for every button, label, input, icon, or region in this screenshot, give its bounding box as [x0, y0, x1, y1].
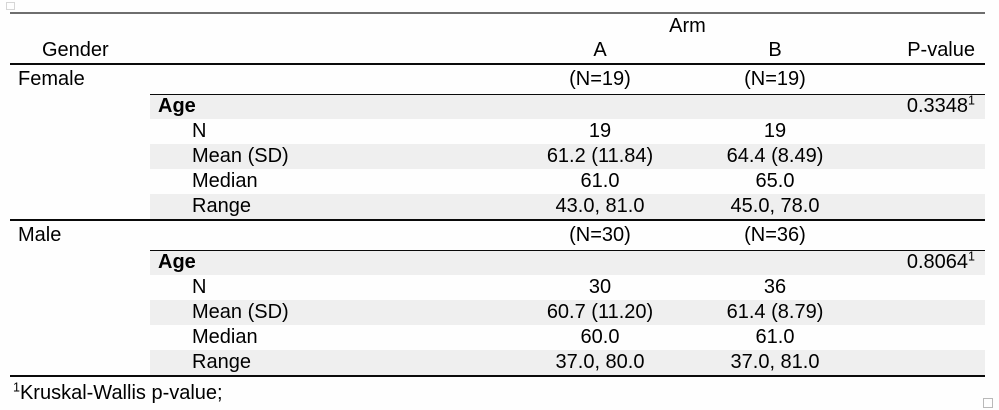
stat-label: Mean (SD) — [192, 301, 289, 323]
arm-spanner-row: Arm — [10, 14, 985, 38]
p-value: 0.80641 — [825, 250, 975, 275]
stat-row-mean-sd: Mean (SD) 61.2 (11.84) 64.4 (8.49) — [10, 144, 985, 169]
stat-label: Range — [192, 195, 251, 217]
arm-a-column-header: A — [593, 39, 607, 61]
group-row-female: Female (N=19) (N=19) — [10, 65, 985, 94]
footnote-marker: 1 — [13, 380, 20, 395]
row-shade — [150, 250, 985, 275]
stat-row-n: N 30 36 — [10, 275, 985, 300]
value-arm-a: 19 — [588, 120, 612, 142]
stat-label: N — [192, 276, 207, 298]
column-header-row: Gender A B P-value — [10, 38, 985, 65]
value-arm-a: 61.2 (11.84) — [546, 145, 654, 167]
group-n-arm-a: (N=30) — [569, 224, 631, 246]
stat-row-range: Range 43.0, 81.0 45.0, 78.0 — [10, 194, 985, 219]
value-arm-b: 19 — [763, 120, 787, 142]
variable-label: Age — [158, 251, 196, 273]
value-arm-a: 60.0 — [580, 326, 620, 348]
stat-label: Mean (SD) — [192, 145, 289, 167]
stat-label: Range — [192, 351, 251, 373]
table-move-handle[interactable] — [6, 2, 15, 10]
group-row-male: Male (N=30) (N=36) — [10, 219, 985, 250]
value-arm-b: 61.4 (8.79) — [726, 301, 824, 323]
value-arm-a: 61.0 — [580, 170, 620, 192]
p-value-column-header: P-value — [907, 39, 975, 61]
stat-row-mean-sd: Mean (SD) 60.7 (11.20) 61.4 (8.79) — [10, 300, 985, 325]
footnote-text: Kruskal-Wallis p-value; — [19, 382, 223, 404]
table-footnote: 1Kruskal-Wallis p-value; — [13, 381, 223, 405]
group-n-arm-b: (N=36) — [744, 224, 806, 246]
variable-label: Age — [158, 95, 196, 117]
stat-label: N — [192, 120, 207, 142]
group-n-arm-a: (N=19) — [569, 68, 631, 90]
value-arm-b: 65.0 — [755, 170, 795, 192]
table-resize-handle[interactable] — [983, 398, 993, 408]
p-value: 0.33481 — [825, 94, 975, 119]
value-arm-b: 45.0, 78.0 — [730, 195, 820, 217]
p-value-number: 0.3348 — [906, 95, 969, 117]
variable-row: Age 0.33481 — [10, 94, 985, 119]
row-shade — [150, 350, 985, 375]
row-shade — [150, 94, 985, 119]
value-arm-a: 37.0, 80.0 — [555, 351, 645, 373]
gender-column-header: Gender — [42, 39, 109, 61]
row-shade — [150, 300, 985, 325]
row-shade — [150, 194, 985, 219]
group-label: Male — [18, 224, 62, 246]
value-arm-a: 60.7 (11.20) — [546, 301, 654, 323]
value-arm-a: 43.0, 81.0 — [555, 195, 645, 217]
arm-span-label: Arm — [669, 15, 706, 37]
stat-label: Median — [192, 170, 258, 192]
p-value-number: 0.8064 — [906, 251, 969, 273]
row-shade — [150, 144, 985, 169]
arm-b-column-header: B — [768, 39, 782, 61]
value-arm-b: 37.0, 81.0 — [730, 351, 820, 373]
value-arm-b: 36 — [763, 276, 787, 298]
variable-row: Age 0.80641 — [10, 250, 985, 275]
p-value-footnote-marker: 1 — [968, 249, 975, 264]
stat-row-median: Median 61.0 65.0 — [10, 169, 985, 194]
p-value-footnote-marker: 1 — [968, 93, 975, 108]
summary-table: Arm Gender A B P-value Female (N=19) (N=… — [10, 12, 985, 377]
stat-row-n: N 19 19 — [10, 119, 985, 144]
group-label: Female — [18, 68, 85, 90]
value-arm-b: 61.0 — [755, 326, 795, 348]
table-bottom-rule — [10, 375, 985, 377]
group-n-arm-b: (N=19) — [744, 68, 806, 90]
stat-label: Median — [192, 326, 258, 348]
value-arm-b: 64.4 (8.49) — [726, 145, 824, 167]
stat-row-range: Range 37.0, 80.0 37.0, 81.0 — [10, 350, 985, 375]
value-arm-a: 30 — [588, 276, 612, 298]
stat-row-median: Median 60.0 61.0 — [10, 325, 985, 350]
